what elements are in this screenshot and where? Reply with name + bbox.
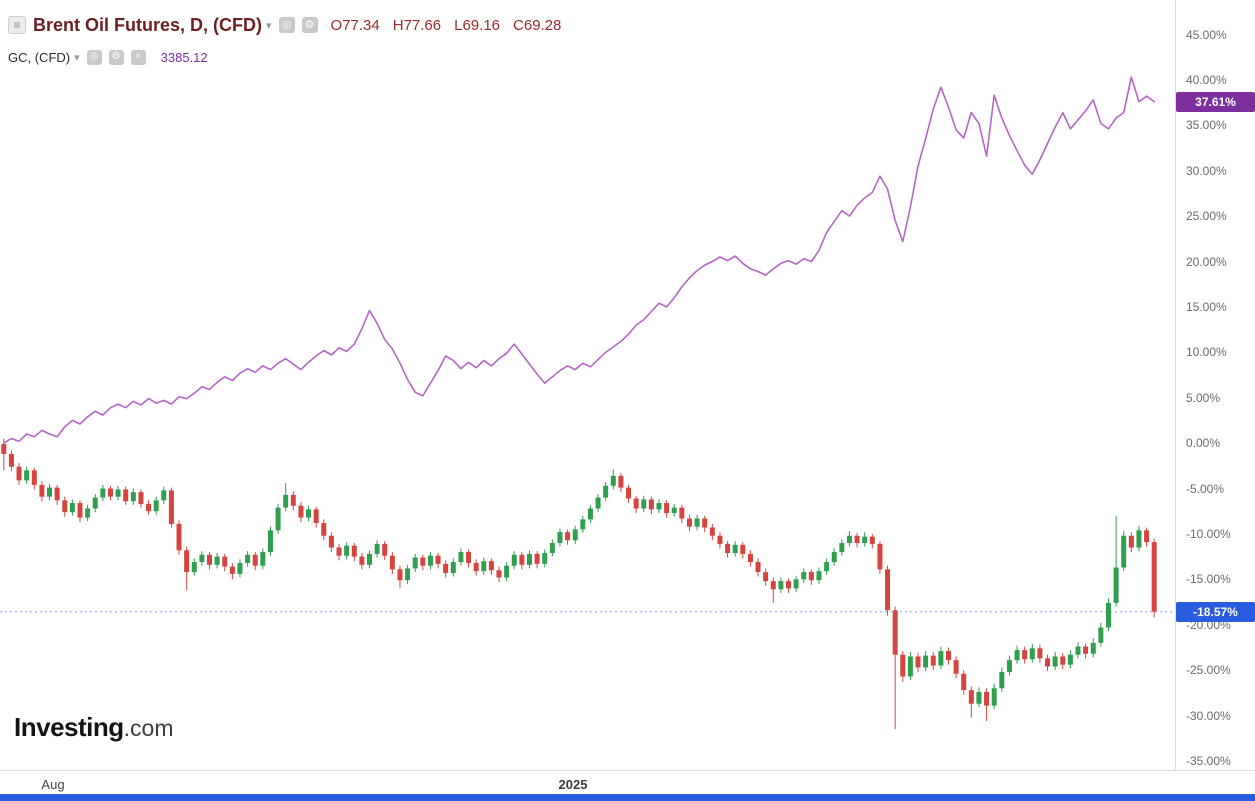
bottom-bar: [0, 794, 1255, 801]
price-chart[interactable]: [0, 0, 1175, 770]
y-axis-label: -25.00%: [1186, 663, 1231, 678]
investing-logo: Investing.com: [14, 712, 173, 743]
chevron-down-icon[interactable]: ▾: [74, 51, 80, 64]
chevron-down-icon[interactable]: ▾: [266, 19, 272, 32]
overlay-symbol-row: GC, (CFD) ▾ ◎ ⚙ × 3385.12: [8, 44, 561, 70]
y-axis-label: 5.00%: [1186, 390, 1221, 405]
settings-icon[interactable]: ⚙: [108, 49, 124, 65]
y-axis-label: -5.00%: [1186, 481, 1225, 496]
y-axis-label: 25.00%: [1186, 209, 1227, 224]
close-icon[interactable]: ×: [130, 49, 146, 65]
logo-text-suffix: .com: [123, 715, 174, 741]
gc-line-series: [2, 76, 1155, 444]
y-axis-label: 10.00%: [1186, 345, 1227, 360]
y-axis-label: -30.00%: [1186, 708, 1231, 723]
legend: ≡ Brent Oil Futures, D, (CFD) ▾ ◎ ⚙ O77.…: [8, 8, 561, 70]
main-symbol-row: ≡ Brent Oil Futures, D, (CFD) ▾ ◎ ⚙ O77.…: [8, 8, 561, 42]
visibility-icon[interactable]: ◎: [278, 17, 295, 33]
y-axis-label: 20.00%: [1186, 254, 1227, 269]
price-axis[interactable]: 45.00% 40.00% 35.00% 30.00% 25.00% 20.00% 15.0…: [1175, 0, 1255, 770]
overlay-symbol-title: GC, (CFD): [8, 49, 71, 65]
symbol-title: Brent Oil Futures, D, (CFD): [33, 14, 262, 35]
settings-icon[interactable]: ⚙: [301, 17, 318, 33]
y-axis-label: -15.00%: [1186, 572, 1231, 587]
gc-last-value: 37.61%: [1195, 94, 1236, 109]
ohlc-low: L69.16: [454, 16, 501, 34]
gc-last-value-badge: 37.61%: [1176, 91, 1255, 112]
x-axis-label: Aug: [41, 777, 65, 792]
ohlc-high: H77.66: [392, 16, 442, 34]
y-axis-label: 40.00%: [1186, 72, 1227, 87]
brent-last-value: -18.57%: [1193, 604, 1238, 619]
candlestick-series: [1, 438, 1157, 730]
y-axis-label: 35.00%: [1186, 118, 1227, 133]
panel-toggle-icon[interactable]: ≡: [8, 16, 26, 34]
y-axis-label: -10.00%: [1186, 526, 1231, 541]
x-axis-label: 2025: [558, 777, 588, 792]
ohlc-close: C69.28: [513, 16, 562, 34]
y-axis-label: 45.00%: [1186, 27, 1227, 42]
y-axis-label: 15.00%: [1186, 299, 1227, 314]
logo-text-main: Investing: [14, 712, 124, 742]
y-axis-label: 0.00%: [1186, 436, 1221, 451]
y-axis-label: -35.00%: [1186, 753, 1231, 768]
time-axis[interactable]: Aug 2025: [0, 770, 1255, 795]
brent-last-value-badge: -18.57%: [1176, 601, 1255, 622]
visibility-icon[interactable]: ◎: [86, 49, 102, 65]
y-axis-label: 30.00%: [1186, 163, 1227, 178]
ohlc-open: O77.34: [330, 16, 380, 34]
overlay-symbol-value: 3385.12: [160, 49, 208, 65]
